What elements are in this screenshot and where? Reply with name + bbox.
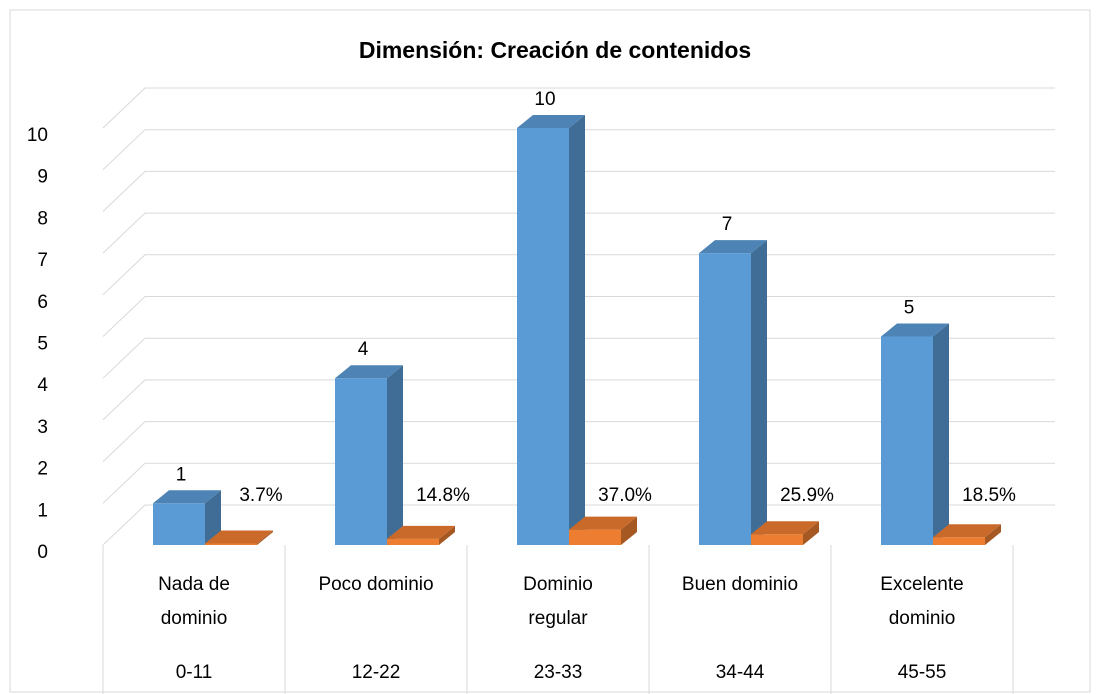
grid-line [102,87,1055,129]
bar [205,530,273,545]
y-tick-label: 3 [37,417,48,438]
bar [881,323,949,545]
y-tick-label: 2 [37,459,48,480]
bar-face [205,490,221,545]
bar-face [205,543,257,545]
bar-face [621,516,637,545]
bar [699,240,767,545]
bar-face [439,525,455,545]
bar-face [569,516,637,530]
y-tick-label: 6 [37,292,48,313]
bar-face [153,490,221,504]
bar-face [569,529,621,545]
bar-face [751,521,819,535]
bar [569,516,637,545]
data-label: 5 [904,298,915,319]
bar-face [803,521,819,545]
bar [751,521,819,545]
data-label: 37.0% [598,485,652,506]
y-tick-label: 7 [37,250,48,271]
subcategory-label: 45-55 [897,662,947,683]
data-label: 4 [358,339,369,360]
data-label: 10 [534,89,555,110]
bar-face [387,365,403,545]
y-tick-label: 9 [37,167,48,188]
category-label: Dominio regular [523,574,593,629]
grid-line [102,129,1055,171]
category-label: Buen dominio [681,574,799,595]
bar-face [881,323,949,337]
bar-face [257,530,273,545]
data-label: 3.7% [239,485,282,506]
data-label: 7 [722,214,733,235]
subcategory-label: 12-22 [351,662,401,683]
category-label: Excelente dominio [880,574,964,629]
bar-face [517,115,585,128]
bar [387,525,455,545]
grid-line [102,170,1055,212]
chart-title: Dimensión: Creación de contenidos [359,37,751,63]
bar-face [881,336,933,545]
bar-face [335,378,387,545]
bar-face [699,240,767,254]
data-label: 14.8% [416,485,470,506]
data-label: 25.9% [780,485,834,506]
bar-face [335,365,403,379]
bar [335,365,403,545]
bar-face [751,240,767,545]
y-tick-label: 8 [37,208,48,229]
bar-face [933,537,985,545]
bar-face [751,534,803,545]
bar-face [699,253,751,545]
bar-face [205,530,273,544]
subcategory-label: 23-33 [533,662,583,683]
y-tick-label: 1 [37,500,48,521]
y-tick-label: 0 [37,542,48,563]
bar [517,115,585,545]
y-tick-label: 5 [37,334,48,355]
subcategory-label: 34-44 [715,662,765,683]
category-label: Poco dominio [318,574,434,595]
data-label: 1 [176,464,187,485]
bar-face [153,503,205,545]
bar-face [387,525,455,539]
bar-face [933,524,1001,538]
bar-face [985,524,1001,545]
bar [153,490,221,545]
bar-face [387,538,439,545]
category-label: Nada de dominio [158,574,230,629]
grid-line [102,212,1055,254]
subcategory-label: 0-11 [175,662,213,683]
bar-face [933,323,949,545]
y-tick-label: 4 [37,375,48,396]
bar-face [517,128,569,545]
y-tick-label: 10 [27,125,48,146]
data-label: 18.5% [962,485,1016,506]
bar [933,524,1001,545]
bar-face [569,115,585,545]
